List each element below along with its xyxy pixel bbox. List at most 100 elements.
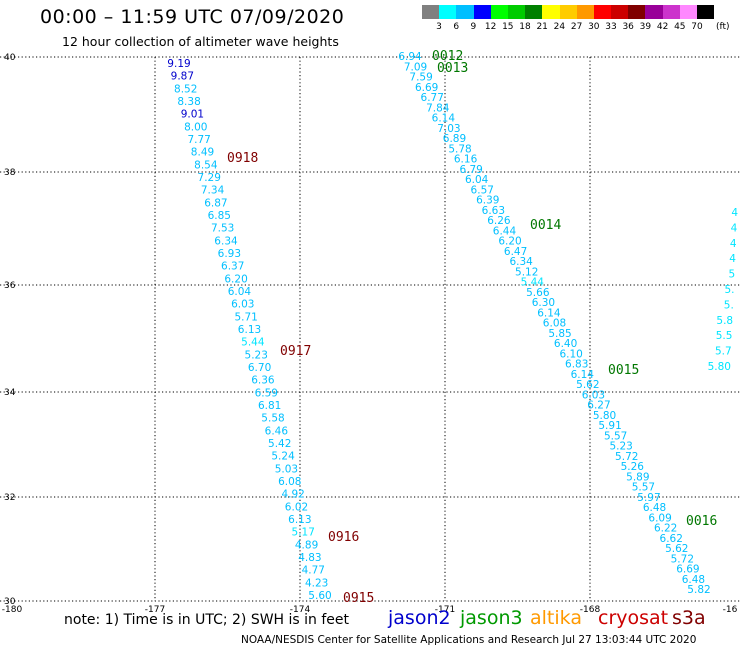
x-tick-label: -180 [2,605,23,615]
wave-height-reading: 6.10 [559,348,582,360]
x-tick-label: -16 [723,605,738,615]
colorbar-label: 18 [519,22,531,32]
wave-height-reading: 4.92 [281,489,304,501]
colorbar-label: 27 [570,22,583,32]
wave-height-reading: 5.72 [671,553,694,565]
wave-height-reading: 5.58 [261,413,284,425]
wave-height-reading: 6.70 [248,362,271,374]
wave-height-reading: 5.44 [521,277,545,289]
wave-height-reading: 6.04 [465,174,489,186]
axis-ticks: -180 -177 -174 -171 -168 -16 40 38 36 34 32 30 [2,53,738,615]
colorbar-swatch [645,5,663,19]
y-tick-label: 32 [4,493,15,503]
colorbar-label: 70 [691,22,703,32]
wave-height-reading: 4 [731,222,738,234]
wave-height-reading: 5.91 [598,420,621,432]
map-subtitle: 12 hour collection of altimeter wave hei… [62,34,339,49]
wave-height-reading: 6.69 [676,564,699,576]
wave-height-reading: 6.77 [421,92,444,104]
colorbar-label: 36 [622,22,634,32]
wave-height-reading: 5.03 [275,463,298,475]
colorbar-swatch [611,5,629,19]
wave-height-reading: 5.8 [716,315,733,327]
y-tick-label: 34 [4,388,16,398]
wave-height-reading: 6.59 [255,387,278,399]
pass-time-label: 0916 [328,530,359,545]
colorbar-swatch [559,5,577,19]
wave-height-reading: 6.27 [587,400,610,412]
legend-s3a: s3a [672,607,706,629]
colorbar-label: 3 [436,22,442,32]
wave-height-reading: 5.78 [448,143,471,155]
wave-height-reading: 4.83 [298,552,321,564]
wave-height-reading: 6.39 [476,195,499,207]
pass-time-label: 0915 [343,591,374,606]
colorbar-swatch [679,5,697,19]
colorbar [422,5,715,19]
wave-height-reading: 6.20 [224,273,247,285]
wave-height-reading: 6.03 [582,389,605,401]
x-tick-label: -174 [290,605,311,615]
wave-height-reading: 6.63 [482,205,505,217]
wave-height-reading: 5.17 [292,527,315,539]
colorbar-swatch [593,5,612,19]
wave-height-reading: 6.87 [204,197,227,209]
wave-height-reading: 6.08 [543,318,566,330]
wave-height-reading: 6.83 [565,359,588,371]
wave-height-reading: 5.26 [621,461,645,473]
wave-height-reading: 6.26 [487,215,511,227]
wave-height-reading: 6.08 [278,476,301,488]
colorbar-label: 6 [453,22,460,32]
wave-height-reading: 5.57 [604,430,627,442]
wave-height-reading: 4.23 [305,577,328,589]
y-tick-label: 40 [4,53,16,63]
wave-height-reading: 5. [724,284,734,296]
wave-height-reading: 5.23 [609,441,632,453]
wave-height-reading: 8.54 [194,159,218,171]
wave-height-reading: 5.24 [271,451,295,463]
x-tick-label: -171 [435,605,455,615]
pass-time-label: 0917 [280,344,311,359]
wave-height-reading: 9.01 [181,109,204,121]
wave-height-reading: 5.57 [632,482,655,494]
wave-height-reading: 5 [729,269,736,281]
wave-height-reading: 6.44 [493,225,517,237]
wave-height-reading: 8.52 [174,83,197,95]
wave-height-reading: 5.97 [637,492,660,504]
wave-height-reading: 5.66 [526,287,550,299]
y-tick-label: 38 [4,168,16,178]
wave-height-reading: 9.87 [171,71,194,83]
colorbar-swatch [490,5,508,19]
wave-height-reading: 8.49 [191,147,214,159]
colorbar-label: 24 [553,22,566,32]
colorbar-label: 42 [656,22,669,32]
y-tick-label: 36 [4,281,16,291]
wave-height-reading: 6.57 [471,184,494,196]
colorbar-label: 39 [639,22,652,32]
colorbar-swatch [576,5,594,19]
pass-time-label: 0016 [686,514,717,529]
wave-height-reading: 6.34 [214,235,238,247]
legend-cryosat: cryosat [598,607,669,629]
wave-height-reading: 7.53 [211,223,234,235]
x-tick-label: -168 [580,605,601,615]
wave-height-reading: 6.89 [443,133,466,145]
wave-height-reading: 5.62 [576,379,599,391]
legend-jason3: jason3 [460,607,523,629]
wave-height-reading: 5.12 [515,266,538,278]
colorbar-swatch [507,5,526,19]
colorbar-label: 21 [536,22,548,32]
satellite-track: 9.199.878.528.389.018.007.778.498.547.29… [167,58,374,606]
colorbar-swatch [473,5,491,19]
wave-height-reading: 7.03 [437,123,460,135]
colorbar-label: 12 [484,22,497,32]
wave-height-reading: 6.04 [228,286,252,298]
wave-height-reading: 6.22 [654,523,677,535]
wave-height-reading: 4.89 [295,539,318,551]
wave-height-reading: 7.34 [201,185,225,197]
wave-height-reading: 6.09 [648,512,671,524]
wave-height-reading: 5.72 [615,451,638,463]
x-tick-label: -177 [145,605,165,615]
colorbar-swatch [525,5,543,19]
wave-height-reading: 7.09 [404,61,427,73]
